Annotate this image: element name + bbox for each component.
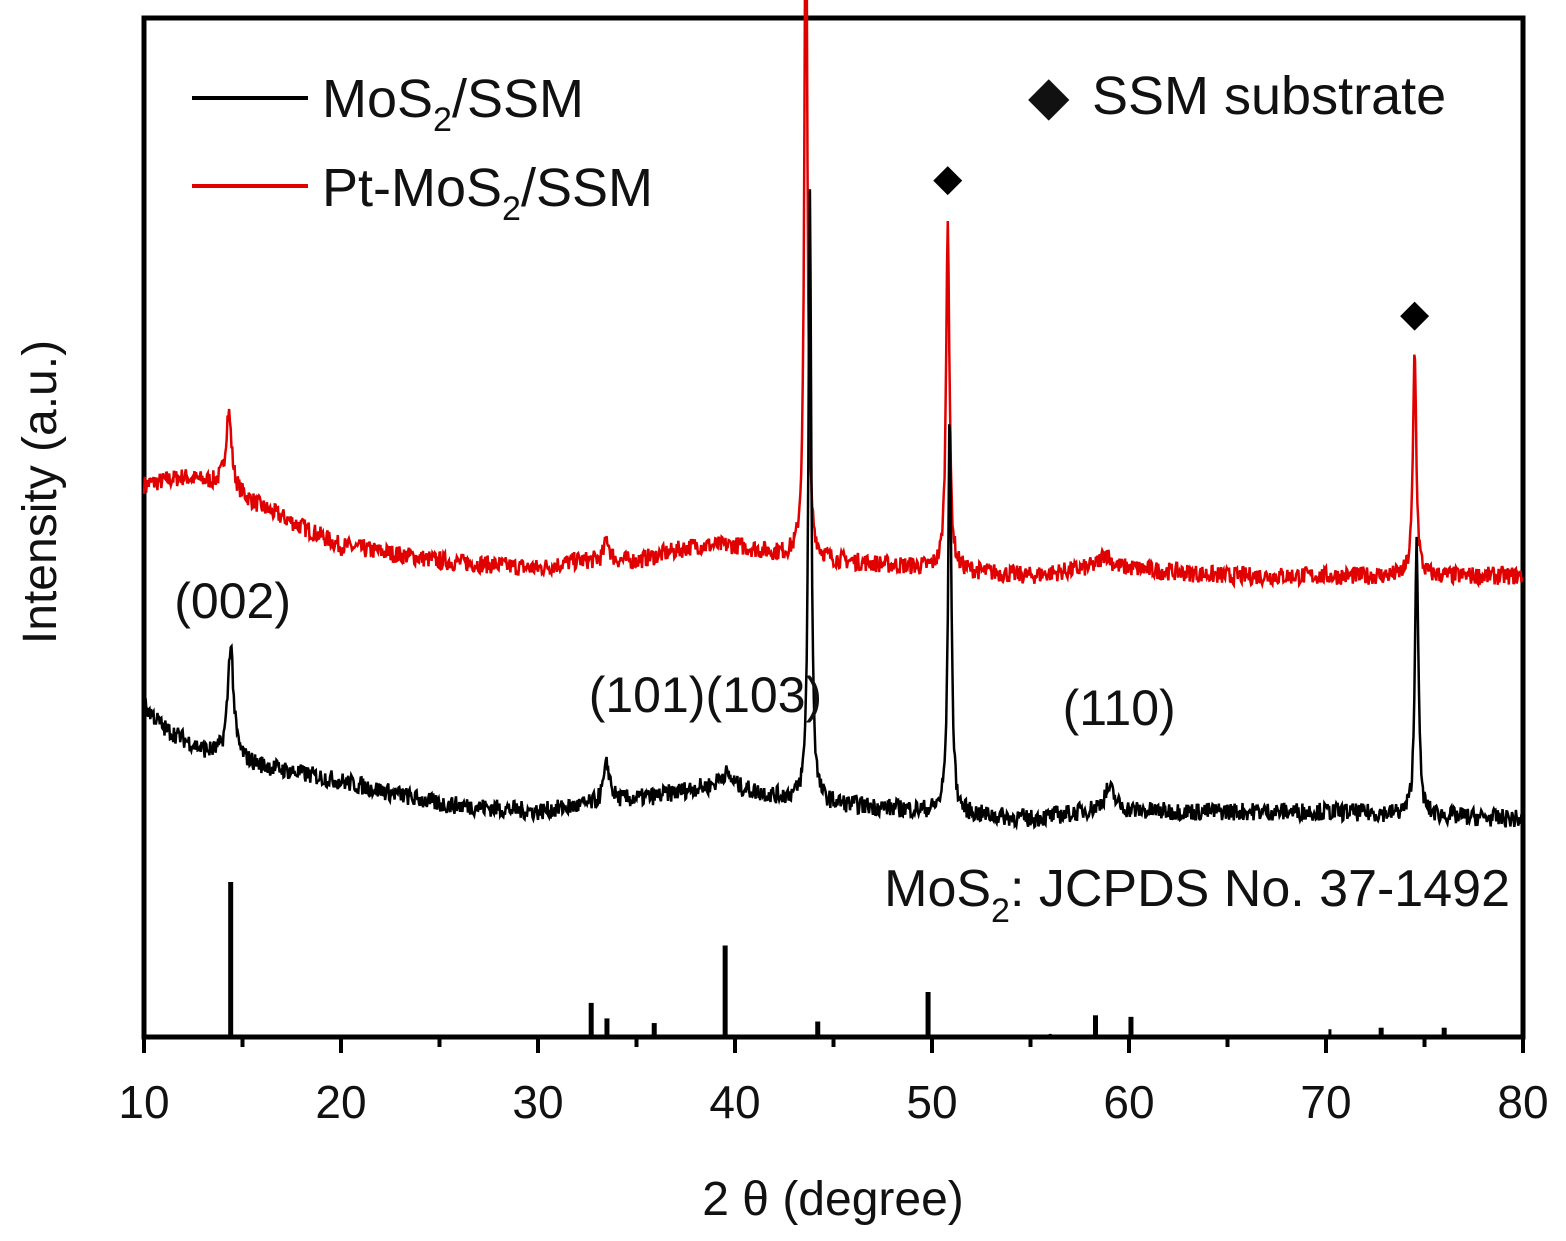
substrate-legend-symbol: ◆ <box>1028 66 1070 126</box>
x-tick-label-20: 20 <box>315 1076 366 1128</box>
series-pt-mos2-ssm <box>142 0 1524 590</box>
x-axis-ticks: 10 20 30 40 50 60 70 80 <box>118 1037 1549 1128</box>
substrate-markers: ◆◆◆ <box>933 155 1430 335</box>
substrate-legend-label: SSM substrate <box>1092 66 1446 126</box>
x-tick-label-70: 70 <box>1300 1076 1351 1128</box>
series-mos2-ssm <box>142 189 1524 831</box>
x-tick-label-60: 60 <box>1103 1076 1154 1128</box>
x-tick-label-40: 40 <box>709 1076 760 1128</box>
substrate-marker-1: ◆ <box>933 155 963 199</box>
annotation-110: (110) <box>1063 680 1176 736</box>
legend-label-mos2: MoS2/SSM <box>322 69 584 139</box>
x-tick-label-80: 80 <box>1497 1076 1548 1128</box>
x-tick-label-30: 30 <box>512 1076 563 1128</box>
x-tick-label-50: 50 <box>906 1076 957 1128</box>
x-axis-title: 2 θ (degree) <box>702 1173 964 1226</box>
annotation-101-103: (101)(103) <box>589 667 822 723</box>
reference-label: MoS2: JCPDS No. 37-1492 <box>884 860 1510 930</box>
legend-label-pt-mos2: Pt-MoS2/SSM <box>322 158 653 228</box>
reference-lines <box>228 882 1499 1037</box>
y-axis-title: Intensity (a.u.) <box>14 340 67 644</box>
substrate-marker-2: ◆ <box>1400 291 1430 335</box>
x-tick-label-10: 10 <box>118 1076 169 1128</box>
annotation-002: (002) <box>174 573 291 629</box>
